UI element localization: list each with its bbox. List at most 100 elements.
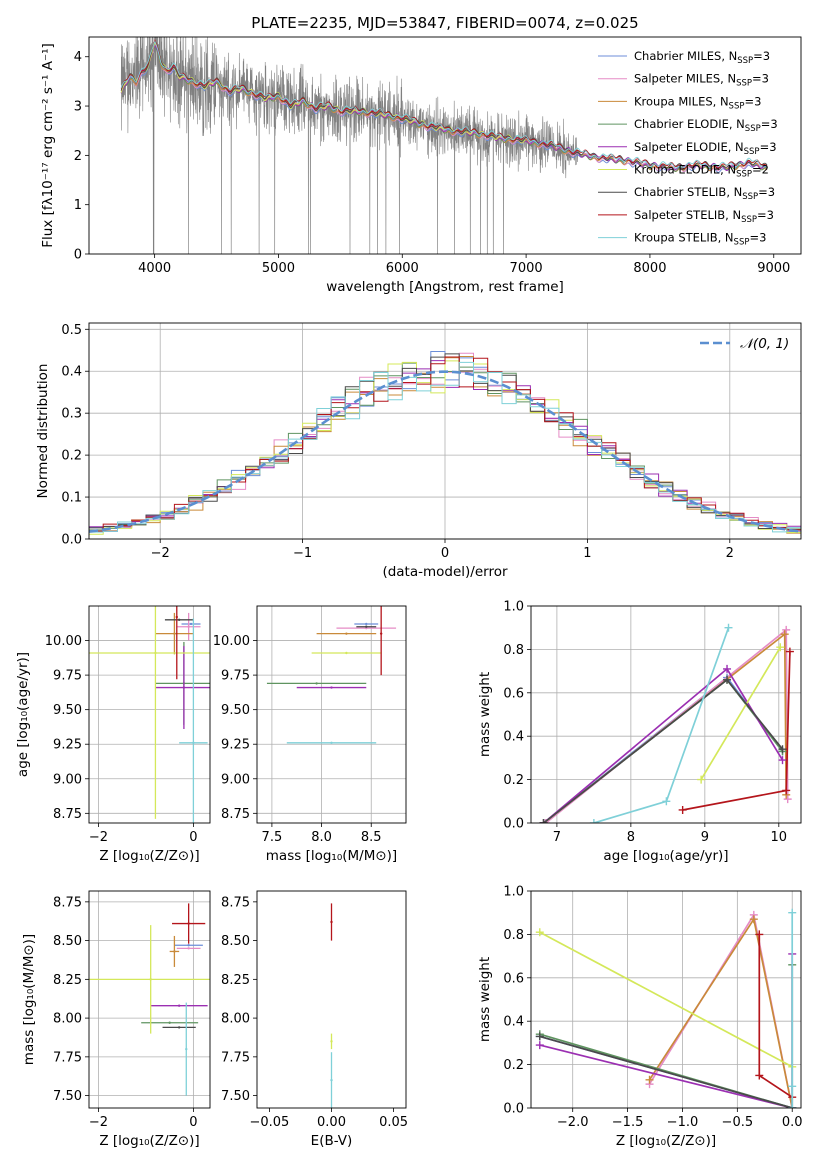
weight-marker — [755, 930, 764, 939]
y-tick-label: 9.00 — [53, 772, 82, 787]
weight-marker — [780, 630, 789, 639]
y-tick-label: 8.25 — [221, 973, 250, 988]
data-spectrum-line — [120, 37, 579, 254]
legend-sub: SSP — [737, 56, 753, 66]
weight-marker — [539, 819, 548, 823]
y-tick-label: 7.75 — [221, 1050, 250, 1065]
errorbar-point — [182, 686, 186, 689]
x-tick-label: −2 — [89, 1115, 108, 1130]
x-tick-label: 8.0 — [311, 830, 332, 845]
x-tick-label: 0 — [189, 830, 197, 845]
y-tick-label: 8.00 — [221, 1012, 250, 1027]
legend-sub: SSP — [736, 79, 752, 89]
weight-series-line — [539, 931, 793, 1068]
x-tick-label: 0.00 — [317, 1115, 346, 1130]
weight-marker — [755, 1071, 764, 1080]
y-tick-label: 0.2 — [503, 773, 524, 788]
weight-series-line — [543, 667, 784, 823]
weight-marker — [782, 625, 791, 634]
x-axis-label: mass [log₁₀(M/M⊙)] — [266, 848, 397, 864]
y-tick-label: 0.5 — [61, 323, 82, 338]
y-tick-label: 7.50 — [53, 1089, 82, 1104]
weight-marker — [662, 797, 671, 806]
y-tick-label: 8.75 — [221, 895, 250, 910]
legend-eq: =3 — [760, 140, 777, 154]
errorbar-plot-area — [89, 606, 210, 823]
residuals-plot-area — [89, 351, 801, 537]
x-tick-label: −1.0 — [667, 1115, 699, 1130]
y-tick-label: 1.0 — [503, 600, 524, 615]
y-tick-label: 0.3 — [61, 407, 82, 422]
errorbar-point — [177, 1004, 181, 1007]
y-tick-label: 0.1 — [61, 491, 82, 506]
y-tick-label: 0.0 — [503, 1102, 524, 1117]
model-spectrum-line — [120, 42, 768, 173]
errorbar-point — [330, 920, 333, 924]
mass-vs-ebv-panel: −0.05 0.00 0.05 7.50 7.75 8.00 8.25 8.50 8.75 E(B… — [221, 890, 408, 1149]
weight-marker — [535, 928, 544, 937]
y-tick-label: 0.8 — [503, 643, 524, 658]
x-axis-label: Z [log₁₀(Z/Z⊙)] — [99, 848, 199, 864]
errorbar-point — [177, 1026, 181, 1029]
errorbar-point — [330, 1040, 333, 1043]
legend-entry: Salpeter MILES, NSSP=3 — [634, 72, 769, 89]
weight-series-line — [700, 646, 782, 781]
y-axis-label: Normed distribution — [35, 364, 51, 499]
mass-vs-Z-panel: −2 0 7.50 7.75 8.00 8.25 8.50 8.75 Z [log₁₀(Z/Z⊙… — [21, 890, 211, 1149]
errorbar-plot-area — [89, 903, 210, 1096]
legend-eq: =3 — [753, 49, 770, 63]
y-tick-label: 0.2 — [61, 449, 82, 464]
x-tick-label: −1.5 — [612, 1115, 644, 1130]
weight-marker — [788, 1104, 797, 1108]
age-vs-mass-panel: 7.5 8.0 8.5 8.75 9.00 9.25 9.50 9.75 10.00 mass [… — [213, 605, 407, 864]
errorbar-point — [187, 947, 190, 950]
y-tick-label: 0 — [74, 248, 82, 263]
y-tick-label: 2 — [74, 149, 82, 164]
legend-sub: SSP — [742, 192, 758, 202]
errorbar-point — [189, 622, 193, 626]
legend-entry: Chabrier STELIB, NSSP=3 — [634, 185, 775, 202]
weight-series-line — [758, 934, 793, 1098]
errorbar-plot-area — [266, 606, 397, 745]
weight-marker — [749, 915, 758, 924]
model-spectrum-line — [120, 40, 768, 169]
weight-marker — [778, 745, 787, 754]
weight-marker — [785, 647, 794, 656]
x-tick-label: 6000 — [386, 261, 419, 276]
legend-eq: =3 — [761, 117, 778, 131]
plot-frame — [88, 36, 802, 255]
legend-entry: Salpeter STELIB, NSSP=3 — [634, 208, 774, 225]
x-tick-label: −2 — [151, 546, 170, 561]
weight-marker — [697, 775, 706, 784]
weight-marker — [535, 1032, 544, 1041]
x-axis-label: wavelength [Angstrom, rest frame] — [326, 279, 564, 295]
legend-entry: 𝒩(0, 1) — [740, 336, 789, 352]
y-axis-label: age [log₁₀(age/yr)] — [15, 652, 31, 777]
weight-marker — [788, 1082, 797, 1091]
errorbar-point — [187, 922, 190, 925]
weight-marker — [724, 623, 733, 632]
y-tick-label: 9.25 — [53, 738, 82, 753]
y-tick-label: 9.25 — [221, 738, 250, 753]
y-tick-label: 1.0 — [503, 885, 524, 900]
errorbar-point — [379, 632, 383, 635]
errorbar-point — [365, 625, 368, 628]
plot-frame — [530, 605, 802, 824]
errorbar-point — [315, 682, 318, 685]
weight-marker — [776, 643, 785, 652]
x-tick-label: −2.0 — [557, 1115, 589, 1130]
errorbar-point — [175, 615, 178, 619]
legend-eq: =3 — [744, 94, 761, 108]
errorbar-point — [149, 978, 152, 981]
legend-sub: SSP — [741, 215, 757, 225]
histogram-series — [89, 361, 801, 536]
age-vs-Z-panel: −2 0 8.75 9.00 9.25 9.50 9.75 10.00 Z [log₁₀(Z/Z… — [15, 605, 211, 864]
weight-marker — [782, 786, 791, 795]
spectrum-plot-area — [120, 37, 768, 254]
plot-frame — [256, 605, 407, 824]
y-tick-label: 4 — [74, 50, 82, 65]
weight-marker — [678, 805, 687, 814]
legend-entry: Kroupa MILES, NSSP=3 — [634, 94, 761, 111]
y-tick-label: 9.50 — [53, 703, 82, 718]
